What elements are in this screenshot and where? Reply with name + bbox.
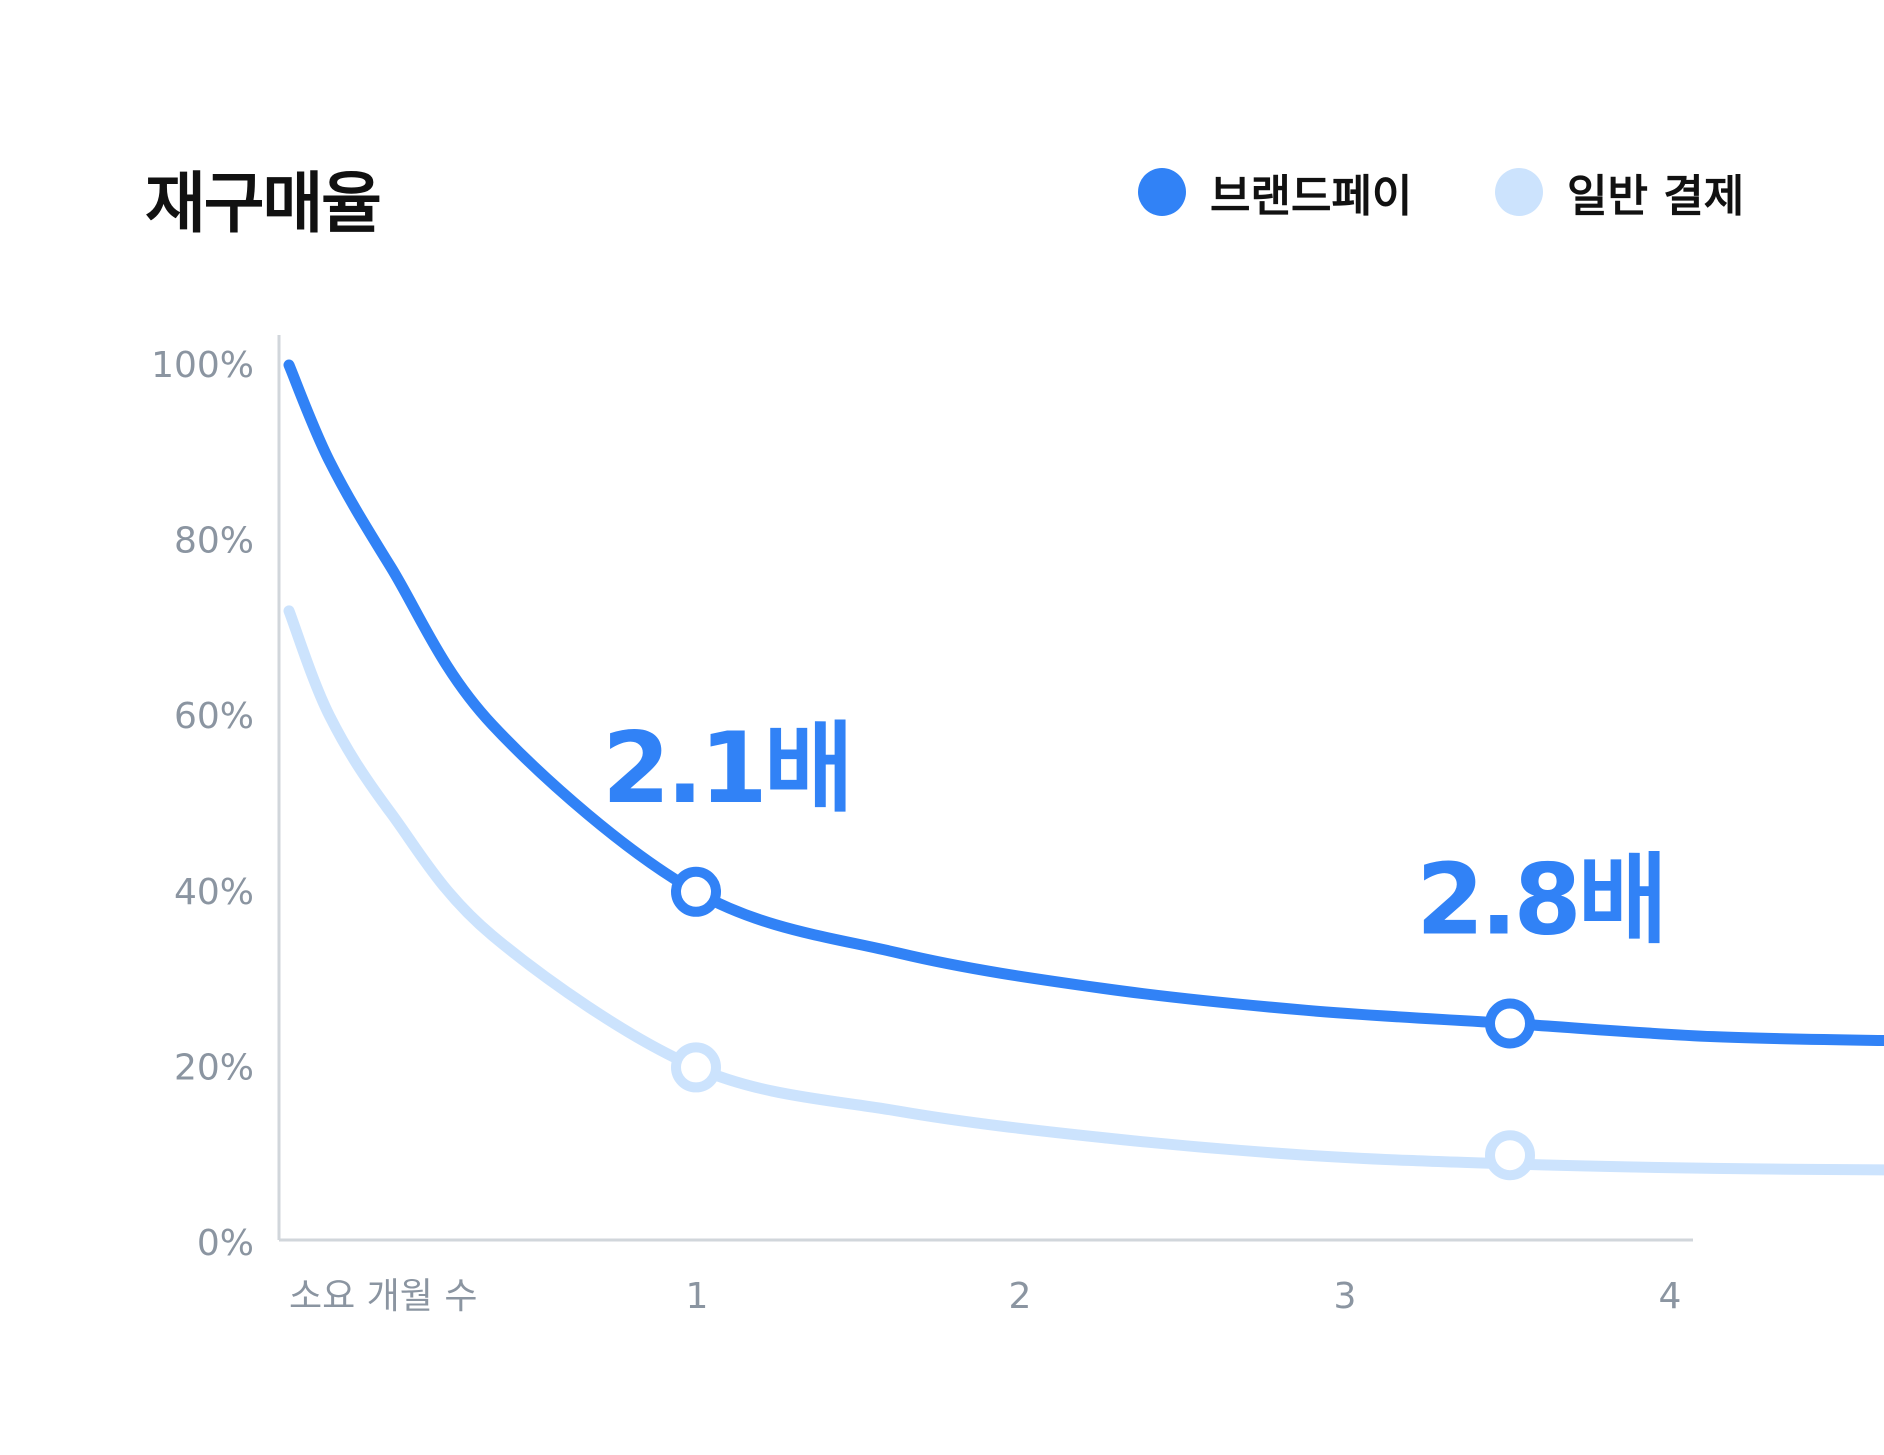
legend-label-normal: 일반 결제	[1567, 171, 1745, 222]
legend-item-normal: 일반 결제	[1495, 160, 1744, 224]
x-tick-label: 2	[1009, 1276, 1032, 1317]
marker-normal	[671, 1042, 721, 1093]
series-line-normal	[283, 605, 1884, 1176]
legend-label-brandpay: 브랜드페이	[1210, 171, 1413, 222]
marker-normal	[1485, 1130, 1535, 1181]
y-tick-label: 20%	[174, 1047, 254, 1088]
multiplier-label: 2.1배	[602, 712, 850, 826]
y-tick-label: 40%	[174, 872, 254, 913]
x-tick-label: 1	[686, 1276, 709, 1317]
chart-title: 재구매율	[145, 165, 382, 242]
marker-brandpay	[1485, 998, 1535, 1049]
multiplier-label: 2.8배	[1416, 844, 1664, 958]
x-axis-label: 소요 개월 수	[289, 1276, 478, 1317]
y-tick-label: 0%	[197, 1223, 254, 1264]
series-line-brandpay	[283, 359, 1884, 1047]
x-tick-label: 3	[1334, 1276, 1357, 1317]
x-tick-label: 4	[1659, 1276, 1682, 1317]
y-tick-label: 60%	[174, 696, 254, 737]
y-tick-label: 100%	[151, 345, 254, 386]
legend-dot-normal	[1495, 168, 1543, 216]
y-tick-label: 80%	[174, 521, 254, 562]
legend-dot-brandpay	[1138, 168, 1186, 216]
marker-brandpay	[671, 866, 721, 917]
legend-item-brandpay: 브랜드페이	[1138, 160, 1412, 224]
